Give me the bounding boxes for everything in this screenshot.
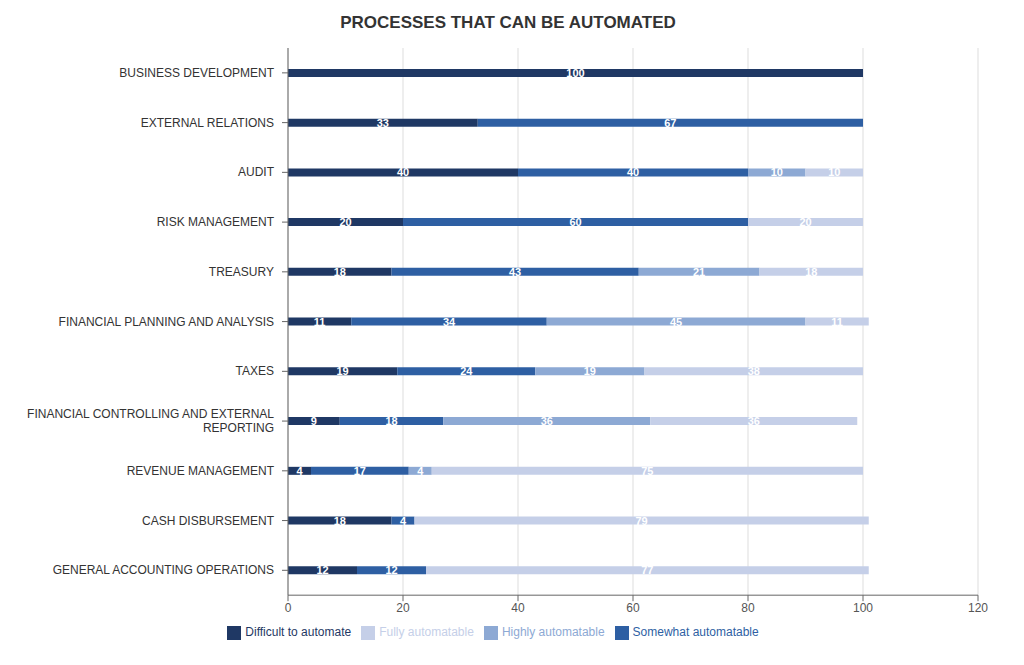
html-text:Difficult to automate: Difficult to automate [245, 625, 352, 640]
svg-text:18: 18 [334, 515, 346, 527]
svg-text:11: 11 [831, 316, 843, 328]
svg-text:43: 43 [509, 266, 521, 278]
svg-text:33: 33 [377, 117, 389, 129]
svg-text:45: 45 [670, 316, 682, 328]
svg-text:12: 12 [316, 564, 328, 576]
svg-text:100: 100 [566, 67, 584, 79]
svg-text:34: 34 [443, 316, 456, 328]
svg-text:40: 40 [511, 601, 525, 615]
svg-text:36: 36 [541, 415, 553, 427]
svg-text:0: 0 [285, 601, 292, 615]
svg-text:67: 67 [664, 117, 676, 129]
svg-text:FINANCIAL PLANNING AND ANALYSI: FINANCIAL PLANNING AND ANALYSIS [59, 315, 274, 329]
svg-text:4: 4 [296, 465, 303, 477]
svg-text:60: 60 [569, 216, 581, 228]
svg-text:100: 100 [853, 601, 873, 615]
svg-text:EXTERNAL RELATIONS: EXTERNAL RELATIONS [141, 116, 274, 130]
svg-text:10: 10 [828, 166, 840, 178]
svg-text:36: 36 [748, 415, 760, 427]
svg-text:10: 10 [771, 166, 783, 178]
svg-text:40: 40 [397, 166, 409, 178]
svg-text:19: 19 [337, 365, 349, 377]
svg-text:19: 19 [584, 365, 596, 377]
svg-text:77: 77 [641, 564, 653, 576]
svg-text:AUDIT: AUDIT [238, 165, 275, 179]
svg-text:REVENUE MANAGEMENT: REVENUE MANAGEMENT [127, 464, 275, 478]
html-text:Somewhat automatable: Somewhat automatable [632, 625, 759, 640]
svg-text:18: 18 [334, 266, 346, 278]
svg-text:CASH DISBURSEMENT: CASH DISBURSEMENT [142, 514, 275, 528]
svg-text:20: 20 [799, 216, 811, 228]
svg-text:20: 20 [396, 601, 410, 615]
svg-text:12: 12 [385, 564, 397, 576]
svg-text:120: 120 [968, 601, 988, 615]
svg-text:38: 38 [748, 365, 760, 377]
svg-text:RISK MANAGEMENT: RISK MANAGEMENT [157, 215, 275, 229]
svg-text:24: 24 [460, 365, 473, 377]
svg-text:40: 40 [627, 166, 639, 178]
svg-text:9: 9 [311, 415, 317, 427]
svg-text:GENERAL ACCOUNTING OPERATIONS: GENERAL ACCOUNTING OPERATIONS [53, 563, 274, 577]
svg-text:FINANCIAL CONTROLLING AND EXTE: FINANCIAL CONTROLLING AND EXTERNALREPORT… [27, 407, 274, 435]
svg-text:80: 80 [741, 601, 755, 615]
svg-text:BUSINESS DEVELOPMENT: BUSINESS DEVELOPMENT [119, 66, 274, 80]
svg-text:4: 4 [417, 465, 424, 477]
svg-text:18: 18 [385, 415, 397, 427]
svg-text:21: 21 [693, 266, 705, 278]
svg-text:60: 60 [626, 601, 640, 615]
svg-text:17: 17 [354, 465, 366, 477]
svg-text:11: 11 [314, 316, 326, 328]
svg-text:TAXES: TAXES [236, 364, 274, 378]
svg-text:TREASURY: TREASURY [209, 265, 274, 279]
svg-text:4: 4 [400, 515, 407, 527]
html-text:PROCESSES THAT CAN BE AUTOMATE: PROCESSES THAT CAN BE AUTOMATED [340, 13, 676, 32]
svg-text:79: 79 [636, 515, 648, 527]
svg-text:20: 20 [339, 216, 351, 228]
svg-text:18: 18 [805, 266, 817, 278]
svg-text:75: 75 [641, 465, 653, 477]
html-text:Highly automatable: Highly automatable [501, 625, 605, 640]
html-text:Fully automatable: Fully automatable [379, 625, 474, 640]
